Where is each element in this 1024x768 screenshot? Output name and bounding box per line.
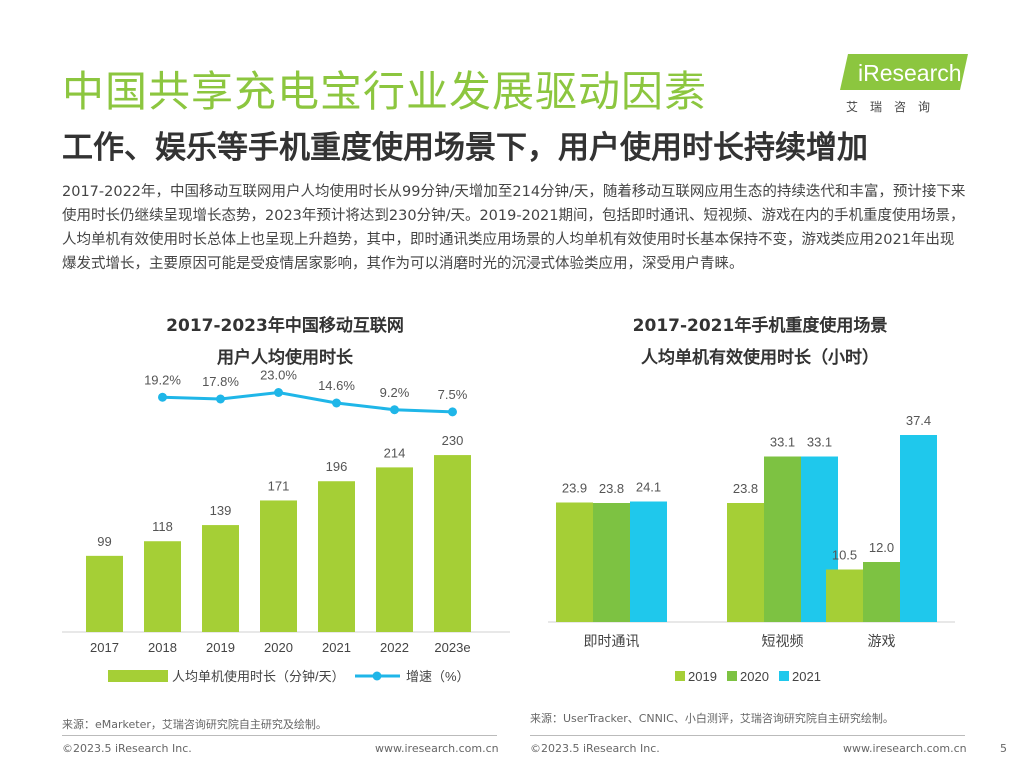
chart2-bar-即时通讯-2021	[630, 501, 667, 622]
chart2-legend-label-2020: 2020	[740, 669, 769, 684]
chart1-growth-point-2018	[158, 392, 167, 402]
chart1-tick-2020: 2020	[264, 640, 293, 655]
chart1-bar-2018	[144, 541, 181, 632]
chart2-bar-label-短视频-2019: 23.8	[733, 481, 758, 496]
chart1-bar-2021	[318, 481, 355, 632]
logo-text: iResearch	[858, 60, 962, 86]
chart2-title: 2017-2021年手机重度使用场景 人均单机有效使用时长（小时）	[560, 310, 960, 374]
chart2-bar-短视频-2019	[727, 503, 764, 622]
chart1-bar-label-2017: 99	[97, 534, 111, 549]
chart2-bar-label-游戏-2019: 10.5	[832, 548, 857, 563]
intro-paragraph: 2017-2022年，中国移动互联网用户人均使用时长从99分钟/天增加至214分…	[62, 184, 966, 272]
chart1-growth-label-2021: 14.6%	[318, 378, 355, 393]
chart1-legend-line-marker	[372, 671, 382, 681]
chart2-legend-label-2021: 2021	[792, 669, 821, 684]
footer-copyright-right: ©2023.5 iResearch Inc.	[530, 742, 660, 755]
chart1-bar-label-2018: 118	[152, 519, 173, 534]
chart1-bar-label-2019: 139	[210, 503, 232, 518]
chart2-bar-label-短视频-2021: 33.1	[807, 435, 832, 450]
chart1-bar-label-2022: 214	[384, 445, 406, 460]
chart1-bar-label-2023e: 230	[442, 433, 464, 448]
footer-url-left[interactable]: www.iresearch.com.cn	[375, 742, 499, 755]
chart1-growth-point-2019	[216, 394, 225, 404]
chart1-growth-line	[162, 390, 453, 414]
chart1-legend-line-label: 增速（%）	[406, 669, 470, 684]
page-subtitle: 工作、娱乐等手机重度使用场景下，用户使用时长持续增加	[62, 130, 868, 166]
chart2-legend-label-2019: 2019	[688, 669, 717, 684]
chart1-tick-2021: 2021	[322, 640, 351, 655]
chart2-bar-label-游戏-2020: 12.0	[869, 540, 894, 555]
chart2-title-line1: 2017-2021年手机重度使用场景	[632, 316, 888, 336]
footer-copyright-left: ©2023.5 iResearch Inc.	[62, 742, 192, 755]
logo-badge	[840, 54, 968, 90]
chart1-bar-2017	[86, 555, 123, 632]
chart1-growth-label-2023e: 7.5%	[438, 387, 468, 402]
chart2-legend-swatch-2019	[675, 671, 685, 681]
chart2-legend-swatch-2021	[779, 671, 789, 681]
chart1-tick-2018: 2018	[148, 640, 177, 655]
chart1-bar-2023e	[434, 455, 471, 632]
chart2-bar-label-即时通讯-2020: 23.8	[599, 481, 624, 496]
chart1-bar-2022	[376, 467, 413, 632]
chart2-bar-游戏-2020	[863, 562, 900, 622]
chart1-tick-2023e: 2023e	[434, 640, 470, 655]
chart1-title-line1: 2017-2023年中国移动互联网	[166, 316, 404, 336]
chart1-growth-point-2020	[274, 388, 283, 397]
chart1-legend-bar-swatch	[108, 670, 168, 682]
logo-chinese-text: 艾瑞咨询	[846, 100, 943, 114]
chart2-legend-swatch-2020	[727, 671, 737, 681]
page-number: 5	[1000, 742, 1007, 755]
chart2-bar-label-游戏-2021: 37.4	[906, 413, 931, 428]
chart2-title-line2: 人均单机有效使用时长（小时）	[641, 348, 879, 368]
chart1-growth-label-2022: 9.2%	[380, 385, 410, 400]
chart1-bar-label-2020: 171	[268, 478, 290, 493]
iresearch-logo: iResearch	[840, 52, 970, 114]
chart1-growth-point-2021	[332, 398, 341, 408]
chart1-source: 来源：eMarketer，艾瑞咨询研究院自主研究及绘制。	[62, 718, 327, 731]
chart2-source: 来源：UserTracker、CNNIC、小白测评，艾瑞咨询研究院自主研究绘制。	[530, 712, 894, 725]
chart2-bar-label-短视频-2020: 33.1	[770, 435, 795, 450]
chart1-bar-label-2021: 196	[326, 459, 348, 474]
chart1-growth-point-2023e	[448, 407, 457, 417]
chart2-bar-游戏-2019	[826, 569, 863, 622]
chart2-tick-短视频: 短视频	[762, 633, 804, 649]
chart2-bar-label-即时通讯-2019: 23.9	[562, 481, 587, 496]
chart2-bar-即时通讯-2019	[556, 502, 593, 622]
chart2-tick-即时通讯: 即时通讯	[584, 633, 640, 649]
page-title: 中国共享充电宝行业发展驱动因素	[62, 67, 708, 116]
chart1-legend-bar-label: 人均单机使用时长（分钟/天）	[172, 669, 345, 684]
footer-divider-right	[530, 735, 965, 736]
footer-url-right[interactable]: www.iresearch.com.cn	[843, 742, 967, 755]
chart1-growth-point-2022	[390, 405, 399, 415]
chart2-bar-即时通讯-2020	[593, 503, 630, 622]
chart1-usage-duration: 99 2017 118 2018 139 2019 171 2020 196 2021 214 202…	[62, 370, 510, 684]
chart1-bar-2020	[260, 500, 297, 632]
chart2-tick-游戏: 游戏	[868, 633, 896, 649]
chart1-growth-label-2018: 19.2%	[144, 372, 181, 387]
chart1-growth-label-2020: 23.0%	[260, 370, 297, 383]
chart1-growth-label-2019: 17.8%	[202, 374, 239, 389]
footer-divider-left	[62, 735, 497, 736]
chart1-title-line2: 用户人均使用时长	[217, 348, 353, 368]
chart2-bar-短视频-2020	[764, 456, 801, 622]
chart1-tick-2022: 2022	[380, 640, 409, 655]
chart2-bar-label-即时通讯-2021: 24.1	[636, 480, 661, 495]
chart1-bar-2019	[202, 525, 239, 632]
chart1-title: 2017-2023年中国移动互联网 用户人均使用时长	[90, 310, 480, 374]
chart2-scene-duration: 23.9 23.8 24.1 即时通讯 23.8 33.1 33.1 短视频 10.5 12.0 3…	[548, 413, 955, 684]
chart2-bar-游戏-2021	[900, 435, 937, 622]
chart1-tick-2017: 2017	[90, 640, 119, 655]
chart1-tick-2019: 2019	[206, 640, 235, 655]
